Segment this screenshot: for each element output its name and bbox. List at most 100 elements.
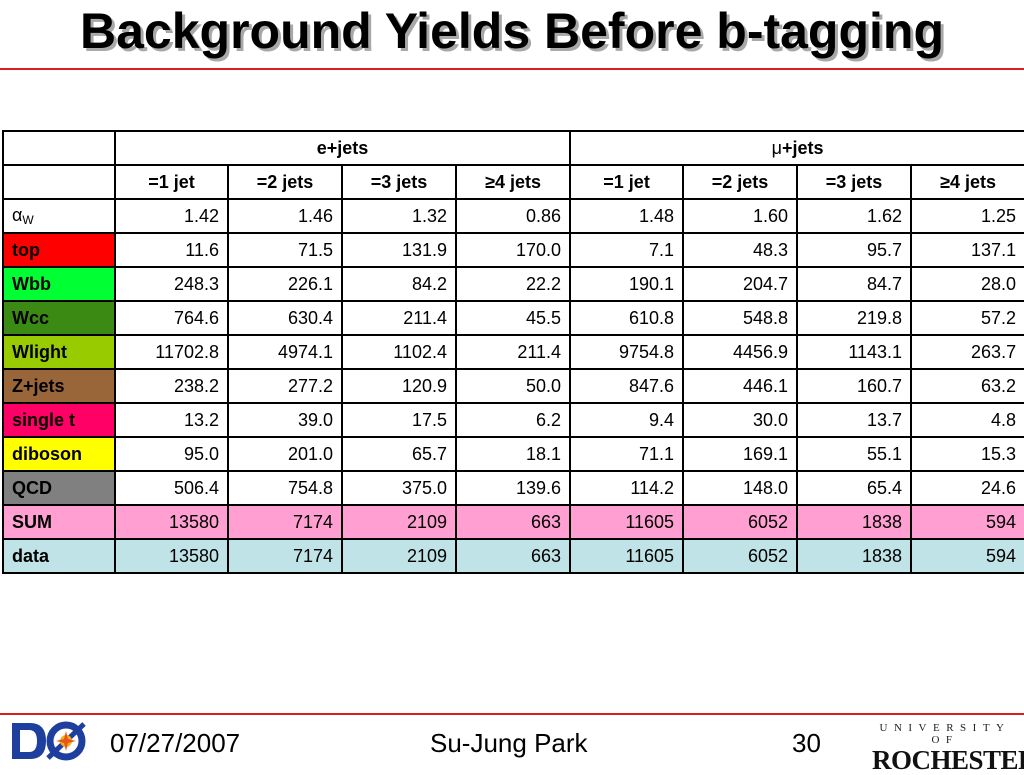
table-cell: 0.86 [454,198,572,234]
table-cell: 219.8 [796,300,913,336]
table-cell: 211.4 [454,334,572,370]
footer-page-number: 30 [792,728,821,758]
table-cell: 65.4 [796,470,913,506]
table-cell: 71.5 [227,232,343,268]
table-cell: 764.6 [114,300,229,336]
table-cell: 1.32 [341,198,457,234]
table-cell: 120.9 [341,368,457,404]
table-cell: 84.2 [341,266,457,302]
table-cell: 630.4 [227,300,343,336]
table-row: single t 13.2 39.0 17.5 6.2 9.4 30.0 13.7 4.8 [2,402,1024,438]
row-label: Wcc [2,300,116,336]
footer-divider [0,713,1024,715]
corner-cell [2,164,116,200]
corner-cell [2,130,116,166]
table-cell: 375.0 [341,470,457,506]
column-header: ≥4 jets [454,164,572,200]
rochester-logo-top: UNIVERSITY OF [879,722,1011,746]
row-label: diboson [2,436,116,472]
column-header-row: =1 jet =2 jets =3 jets ≥4 jets =1 jet =2… [2,164,1024,200]
rochester-logo: UNIVERSITY OF ROCHESTER [872,722,1024,774]
table-cell: 65.7 [341,436,457,472]
table-cell: 663 [454,504,572,540]
footer-date: 07/27/2007 [110,728,241,758]
row-label: Wbb [2,266,116,302]
table-cell: 9.4 [569,402,685,438]
table-cell: 446.1 [682,368,799,404]
table-cell: 238.2 [114,368,229,404]
table-cell: 6.2 [454,402,572,438]
group-header-mujets: μ+jets [569,130,1024,166]
table-row: Wlight 11702.8 4974.1 1102.4 211.4 9754.8 4456… [2,334,1024,370]
table-cell: 28.0 [910,266,1024,302]
table-cell: 95.0 [114,436,229,472]
table-cell: 190.1 [569,266,685,302]
column-header: =3 jets [341,164,457,200]
table-cell: 2109 [341,504,457,540]
table-cell: 84.7 [796,266,913,302]
column-header: =1 jet [114,164,229,200]
table-cell: 248.3 [114,266,229,302]
table-cell: 610.8 [569,300,685,336]
table-cell: 1.48 [569,198,685,234]
table-cell: 4456.9 [682,334,799,370]
table-row: diboson 95.0 201.0 65.7 18.1 71.1 169.1 55.1 15.… [2,436,1024,472]
group-header-ejets: e+jets [113,130,572,166]
table-cell: 13.2 [114,402,229,438]
group-header-row: e+jets μ+jets [2,130,1024,166]
background-rows: top 11.6 71.5 131.9 170.0 7.1 48.3 95.7 137.1 Wbb… [2,232,1024,506]
table-cell: 48.3 [682,232,799,268]
table-cell: 170.0 [454,232,572,268]
table-cell: 11605 [569,538,685,574]
table-cell: 594 [910,538,1024,574]
table-cell: 204.7 [682,266,799,302]
table-cell: 263.7 [910,334,1024,370]
row-label: Wlight [2,334,116,370]
table-cell: 55.1 [796,436,913,472]
alpha-w-row: αW 1.42 1.46 1.32 0.86 1.48 1.60 1.62 1.… [2,198,1024,234]
table-cell: 1.25 [910,198,1024,234]
table-cell: 548.8 [682,300,799,336]
footer-author: Su-Jung Park [430,728,588,758]
row-label-data: data [2,538,116,574]
column-header: =1 jet [569,164,685,200]
table-cell: 7.1 [569,232,685,268]
column-header: ≥4 jets [910,164,1024,200]
table-row: QCD 506.4 754.8 375.0 139.6 114.2 148.0 65.4 24.… [2,470,1024,506]
table-cell: 131.9 [341,232,457,268]
table-cell: 71.1 [569,436,685,472]
slide-title: Background Yields Before b-tagging [80,3,944,59]
table-cell: 6052 [682,538,799,574]
table-cell: 39.0 [227,402,343,438]
table-cell: 13580 [114,504,229,540]
table-cell: 137.1 [910,232,1024,268]
table-cell: 226.1 [227,266,343,302]
table-cell: 1.46 [227,198,343,234]
table-cell: 1.42 [114,198,229,234]
row-label: single t [2,402,116,438]
table-row: Wbb 248.3 226.1 84.2 22.2 190.1 204.7 84.7 28.0 [2,266,1024,302]
row-label: top [2,232,116,268]
table-cell: 45.5 [454,300,572,336]
column-header: =2 jets [682,164,799,200]
table-cell: 169.1 [682,436,799,472]
row-label: Z+jets [2,368,116,404]
table-cell: 18.1 [454,436,572,472]
row-label-sum: SUM [2,504,116,540]
table-cell: 201.0 [227,436,343,472]
table-cell: 11.6 [114,232,229,268]
table-cell: 211.4 [341,300,457,336]
table-cell: 663 [454,538,572,574]
table-cell: 22.2 [454,266,572,302]
table-cell: 1.62 [796,198,913,234]
column-header: =2 jets [227,164,343,200]
table-cell: 63.2 [910,368,1024,404]
table-cell: 277.2 [227,368,343,404]
table-cell: 9754.8 [569,334,685,370]
table-cell: 11702.8 [114,334,229,370]
table-cell: 1838 [796,504,913,540]
table-cell: 114.2 [569,470,685,506]
table-cell: 11605 [569,504,685,540]
table-cell: 95.7 [796,232,913,268]
row-label-alpha-w: αW [2,198,116,234]
